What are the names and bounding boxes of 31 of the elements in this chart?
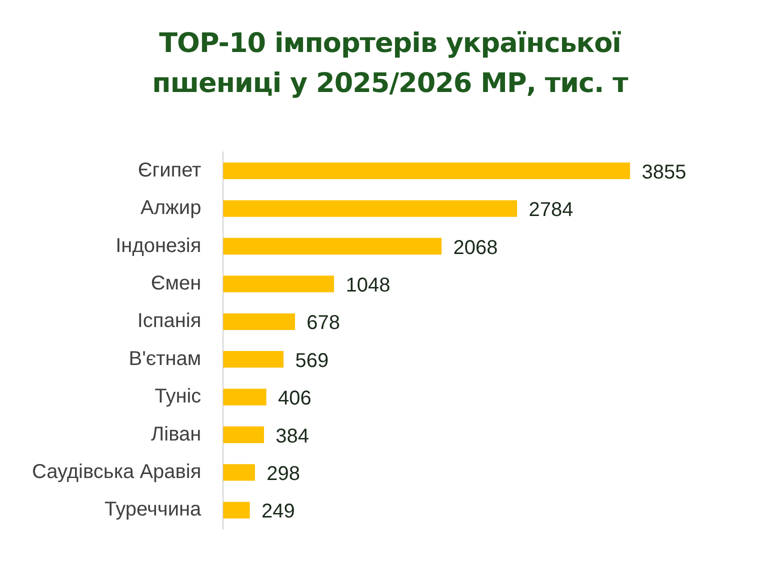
y-tick-label: Туреччина bbox=[104, 498, 202, 521]
data-label: 406 bbox=[278, 388, 312, 410]
bar bbox=[223, 162, 630, 180]
data-label: 678 bbox=[306, 312, 340, 334]
data-label: 384 bbox=[276, 425, 310, 448]
data-label: 1048 bbox=[346, 274, 390, 296]
bar bbox=[223, 200, 518, 217]
data-label: 569 bbox=[295, 350, 329, 372]
data-label: 3855 bbox=[642, 161, 686, 184]
bar bbox=[223, 313, 296, 330]
bar bbox=[223, 351, 284, 368]
y-tick-label: Індонезія bbox=[116, 234, 202, 257]
data-label: 249 bbox=[261, 500, 295, 523]
y-tick-label: Ліван bbox=[151, 423, 202, 446]
bar bbox=[223, 426, 264, 444]
y-tick-label: Ємен bbox=[150, 272, 202, 294]
bar bbox=[223, 502, 250, 518]
data-label: 298 bbox=[266, 462, 300, 485]
bar bbox=[223, 238, 442, 255]
y-tick-label: Іспанія bbox=[137, 310, 202, 332]
y-tick-label: Єгипет bbox=[138, 159, 202, 182]
bar bbox=[223, 464, 255, 481]
y-tick-label: Туніс bbox=[154, 386, 202, 408]
bar bbox=[223, 276, 334, 292]
y-tick-label: В'єтнам bbox=[128, 348, 202, 370]
bar bbox=[223, 388, 266, 406]
y-tick-label: Саудівська Аравія bbox=[32, 460, 202, 483]
chart-title: TOP-10 імпортерів української пшениці у 2025/2026 МР, тис. т bbox=[151, 27, 630, 101]
y-tick-label: Алжир bbox=[140, 197, 202, 220]
data-label: 2068 bbox=[453, 236, 498, 259]
data-label: 2784 bbox=[528, 199, 574, 222]
